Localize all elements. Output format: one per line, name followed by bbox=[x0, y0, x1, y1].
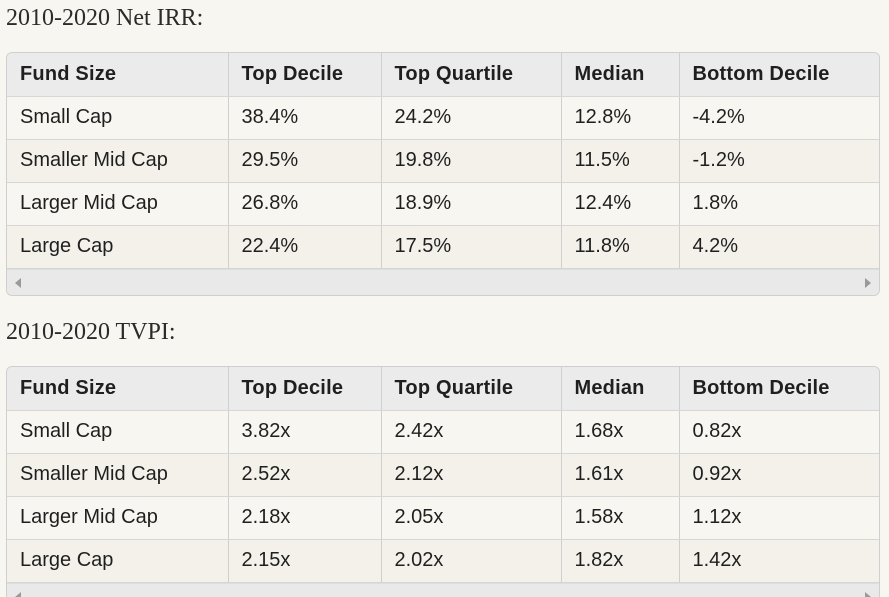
column-header-median: Median bbox=[561, 367, 680, 411]
column-header-bottom-decile: Bottom Decile bbox=[679, 53, 879, 97]
table-cell: 29.5% bbox=[228, 139, 382, 183]
table-row: Small Cap 38.4% 24.2% 12.8% -4.2% bbox=[7, 96, 879, 140]
table-cell: 4.2% bbox=[679, 225, 879, 269]
table-cell: 0.82x bbox=[679, 410, 879, 454]
table-cell: 2.52x bbox=[228, 453, 382, 497]
table-row: Smaller Mid Cap 2.52x 2.12x 1.61x 0.92x bbox=[7, 453, 879, 497]
column-header-top-quartile: Top Quartile bbox=[381, 367, 562, 411]
table-cell: 38.4% bbox=[228, 96, 382, 140]
table-cell: 12.8% bbox=[561, 96, 680, 140]
tvpi-table-container: Fund Size Top Decile Top Quartile Median… bbox=[6, 366, 880, 597]
table-cell: -4.2% bbox=[679, 96, 879, 140]
table-cell: Larger Mid Cap bbox=[7, 182, 229, 226]
chevron-right-icon[interactable] bbox=[865, 277, 871, 288]
table-row: Small Cap 3.82x 2.42x 1.68x 0.82x bbox=[7, 410, 879, 454]
table-cell: 2.05x bbox=[381, 496, 562, 540]
table-cell: Large Cap bbox=[7, 539, 229, 583]
table-cell: 24.2% bbox=[381, 96, 562, 140]
table-cell: 1.42x bbox=[679, 539, 879, 583]
column-header-top-decile: Top Decile bbox=[228, 53, 382, 97]
table-row: Smaller Mid Cap 29.5% 19.8% 11.5% -1.2% bbox=[7, 139, 879, 183]
table-row: Large Cap 22.4% 17.5% 11.8% 4.2% bbox=[7, 225, 879, 269]
table-cell: 1.82x bbox=[561, 539, 680, 583]
table-cell: 11.8% bbox=[561, 225, 680, 269]
table-cell: 2.15x bbox=[228, 539, 382, 583]
tvpi-table: Fund Size Top Decile Top Quartile Median… bbox=[7, 367, 879, 583]
table-cell: Larger Mid Cap bbox=[7, 496, 229, 540]
net-irr-table: Fund Size Top Decile Top Quartile Median… bbox=[7, 53, 879, 269]
table-cell: Large Cap bbox=[7, 225, 229, 269]
table-cell: 2.12x bbox=[381, 453, 562, 497]
table-cell: 22.4% bbox=[228, 225, 382, 269]
chevron-left-icon[interactable] bbox=[15, 277, 21, 288]
table-cell: 1.61x bbox=[561, 453, 680, 497]
table-cell: Small Cap bbox=[7, 410, 229, 454]
table-cell: 0.92x bbox=[679, 453, 879, 497]
column-header-fund-size: Fund Size bbox=[7, 367, 229, 411]
table-cell: 1.68x bbox=[561, 410, 680, 454]
column-header-top-quartile: Top Quartile bbox=[381, 53, 562, 97]
chevron-right-icon[interactable] bbox=[865, 591, 871, 597]
table-row: Large Cap 2.15x 2.02x 1.82x 1.42x bbox=[7, 539, 879, 583]
table-cell: 2.18x bbox=[228, 496, 382, 540]
table-cell: 1.12x bbox=[679, 496, 879, 540]
column-header-fund-size: Fund Size bbox=[7, 53, 229, 97]
table-cell: 19.8% bbox=[381, 139, 562, 183]
table-cell: 26.8% bbox=[228, 182, 382, 226]
table-cell: Smaller Mid Cap bbox=[7, 453, 229, 497]
table-cell: 1.8% bbox=[679, 182, 879, 226]
chevron-left-icon[interactable] bbox=[15, 591, 21, 597]
table-cell: -1.2% bbox=[679, 139, 879, 183]
table-cell: 12.4% bbox=[561, 182, 680, 226]
table-cell: Small Cap bbox=[7, 96, 229, 140]
table-cell: 3.82x bbox=[228, 410, 382, 454]
tvpi-title: 2010-2020 TVPI: bbox=[6, 319, 176, 345]
column-header-top-decile: Top Decile bbox=[228, 367, 382, 411]
horizontal-scrollbar[interactable] bbox=[7, 268, 879, 295]
table-cell: 1.58x bbox=[561, 496, 680, 540]
horizontal-scrollbar[interactable] bbox=[7, 582, 879, 597]
table-header-row: Fund Size Top Decile Top Quartile Median… bbox=[7, 53, 879, 97]
table-row: Larger Mid Cap 26.8% 18.9% 12.4% 1.8% bbox=[7, 182, 879, 226]
table-cell: Smaller Mid Cap bbox=[7, 139, 229, 183]
table-cell: 2.42x bbox=[381, 410, 562, 454]
column-header-bottom-decile: Bottom Decile bbox=[679, 367, 879, 411]
table-cell: 2.02x bbox=[381, 539, 562, 583]
table-cell: 18.9% bbox=[381, 182, 562, 226]
table-cell: 17.5% bbox=[381, 225, 562, 269]
table-cell: 11.5% bbox=[561, 139, 680, 183]
net-irr-title: 2010-2020 Net IRR: bbox=[6, 5, 204, 31]
net-irr-table-container: Fund Size Top Decile Top Quartile Median… bbox=[6, 52, 880, 296]
table-row: Larger Mid Cap 2.18x 2.05x 1.58x 1.12x bbox=[7, 496, 879, 540]
table-header-row: Fund Size Top Decile Top Quartile Median… bbox=[7, 367, 879, 411]
column-header-median: Median bbox=[561, 53, 680, 97]
